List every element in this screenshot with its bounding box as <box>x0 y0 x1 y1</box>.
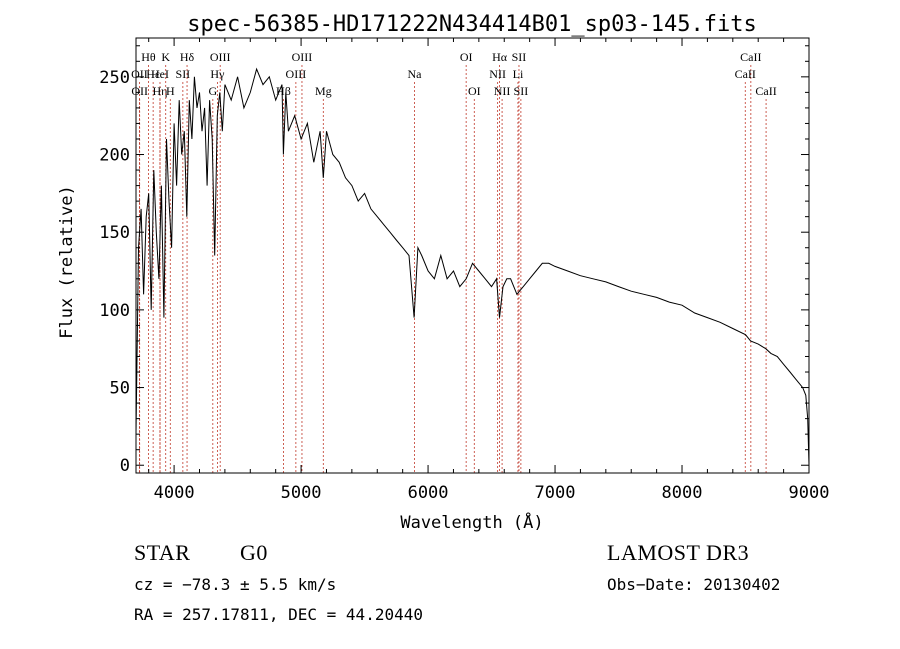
line-marker-label: Li <box>513 67 524 81</box>
x-tick-label: 4000 <box>154 483 195 503</box>
line-marker-label: SII <box>176 67 191 81</box>
x-tick-label: 8000 <box>662 483 703 503</box>
line-marker-label: Hθ <box>141 50 156 64</box>
y-axis-label: Flux (relative) <box>57 185 77 339</box>
line-marker-label: Hε <box>146 67 160 81</box>
x-tick-label: 6000 <box>408 483 449 503</box>
line-marker-label: OIII <box>292 50 313 64</box>
line-marker-label: NII <box>494 84 511 98</box>
line-marker-label: SII <box>514 84 529 98</box>
line-marker-label: CaII <box>755 84 776 98</box>
survey-name: LAMOST DR3 <box>607 540 750 565</box>
line-marker-label: NII <box>489 67 506 81</box>
x-tick-label: 5000 <box>281 483 322 503</box>
line-marker-label: Hδ <box>180 50 195 64</box>
x-tick-label: 7000 <box>535 483 576 503</box>
line-marker-label: Hη <box>153 84 168 98</box>
object-class: STAR <box>134 540 191 565</box>
line-marker-label: Hγ <box>210 67 225 81</box>
redshift-text: cz = −78.3 ± 5.5 km/s <box>134 575 337 594</box>
line-marker-label: G <box>208 84 217 98</box>
line-marker-label: OII <box>131 67 148 81</box>
line-marker-label: OII <box>131 84 148 98</box>
y-axis-ticks: 0 50 100 150 200 250 <box>99 45 809 476</box>
line-marker-label: H <box>166 84 175 98</box>
obs-date-text: Obs−Date: 20130402 <box>607 575 781 594</box>
object-subclass: G0 <box>240 540 268 565</box>
spectrum-chart: spec-56385-HD171222N434414B01_sp03-145.f… <box>57 12 830 533</box>
line-marker-label: OI <box>468 84 481 98</box>
y-tick-label: 100 <box>99 301 130 321</box>
chart-title: spec-56385-HD171222N434414B01_sp03-145.f… <box>187 12 757 37</box>
line-marker-label: Hα <box>492 50 508 64</box>
line-marker-label: OI <box>460 50 473 64</box>
line-marker-label: Hβ <box>276 84 291 98</box>
line-marker-label: K <box>161 50 170 64</box>
line-marker-label: OIII <box>286 67 307 81</box>
line-marker-label: HeI <box>151 67 169 81</box>
x-axis-ticks: 4000 5000 6000 7000 8000 9000 <box>148 38 830 503</box>
flux-series-line <box>135 67 810 466</box>
line-marker-label: Na <box>407 67 422 81</box>
x-tick-label: 9000 <box>789 483 830 503</box>
y-tick-label: 150 <box>99 223 130 243</box>
line-marker-label: OIII <box>210 50 231 64</box>
y-tick-label: 250 <box>99 68 130 88</box>
y-tick-label: 0 <box>120 456 130 476</box>
coordinates-text: RA = 257.17811, DEC = 44.20440 <box>134 605 423 624</box>
y-tick-label: 50 <box>110 379 130 399</box>
line-marker-label: CaII <box>740 50 761 64</box>
x-axis-label: Wavelength (Å) <box>400 511 543 533</box>
line-marker-label: Mg <box>315 84 332 98</box>
line-marker-label: SII <box>512 50 527 64</box>
y-tick-label: 200 <box>99 146 130 166</box>
line-marker-label: CaII <box>735 67 756 81</box>
plot-frame <box>135 37 810 474</box>
